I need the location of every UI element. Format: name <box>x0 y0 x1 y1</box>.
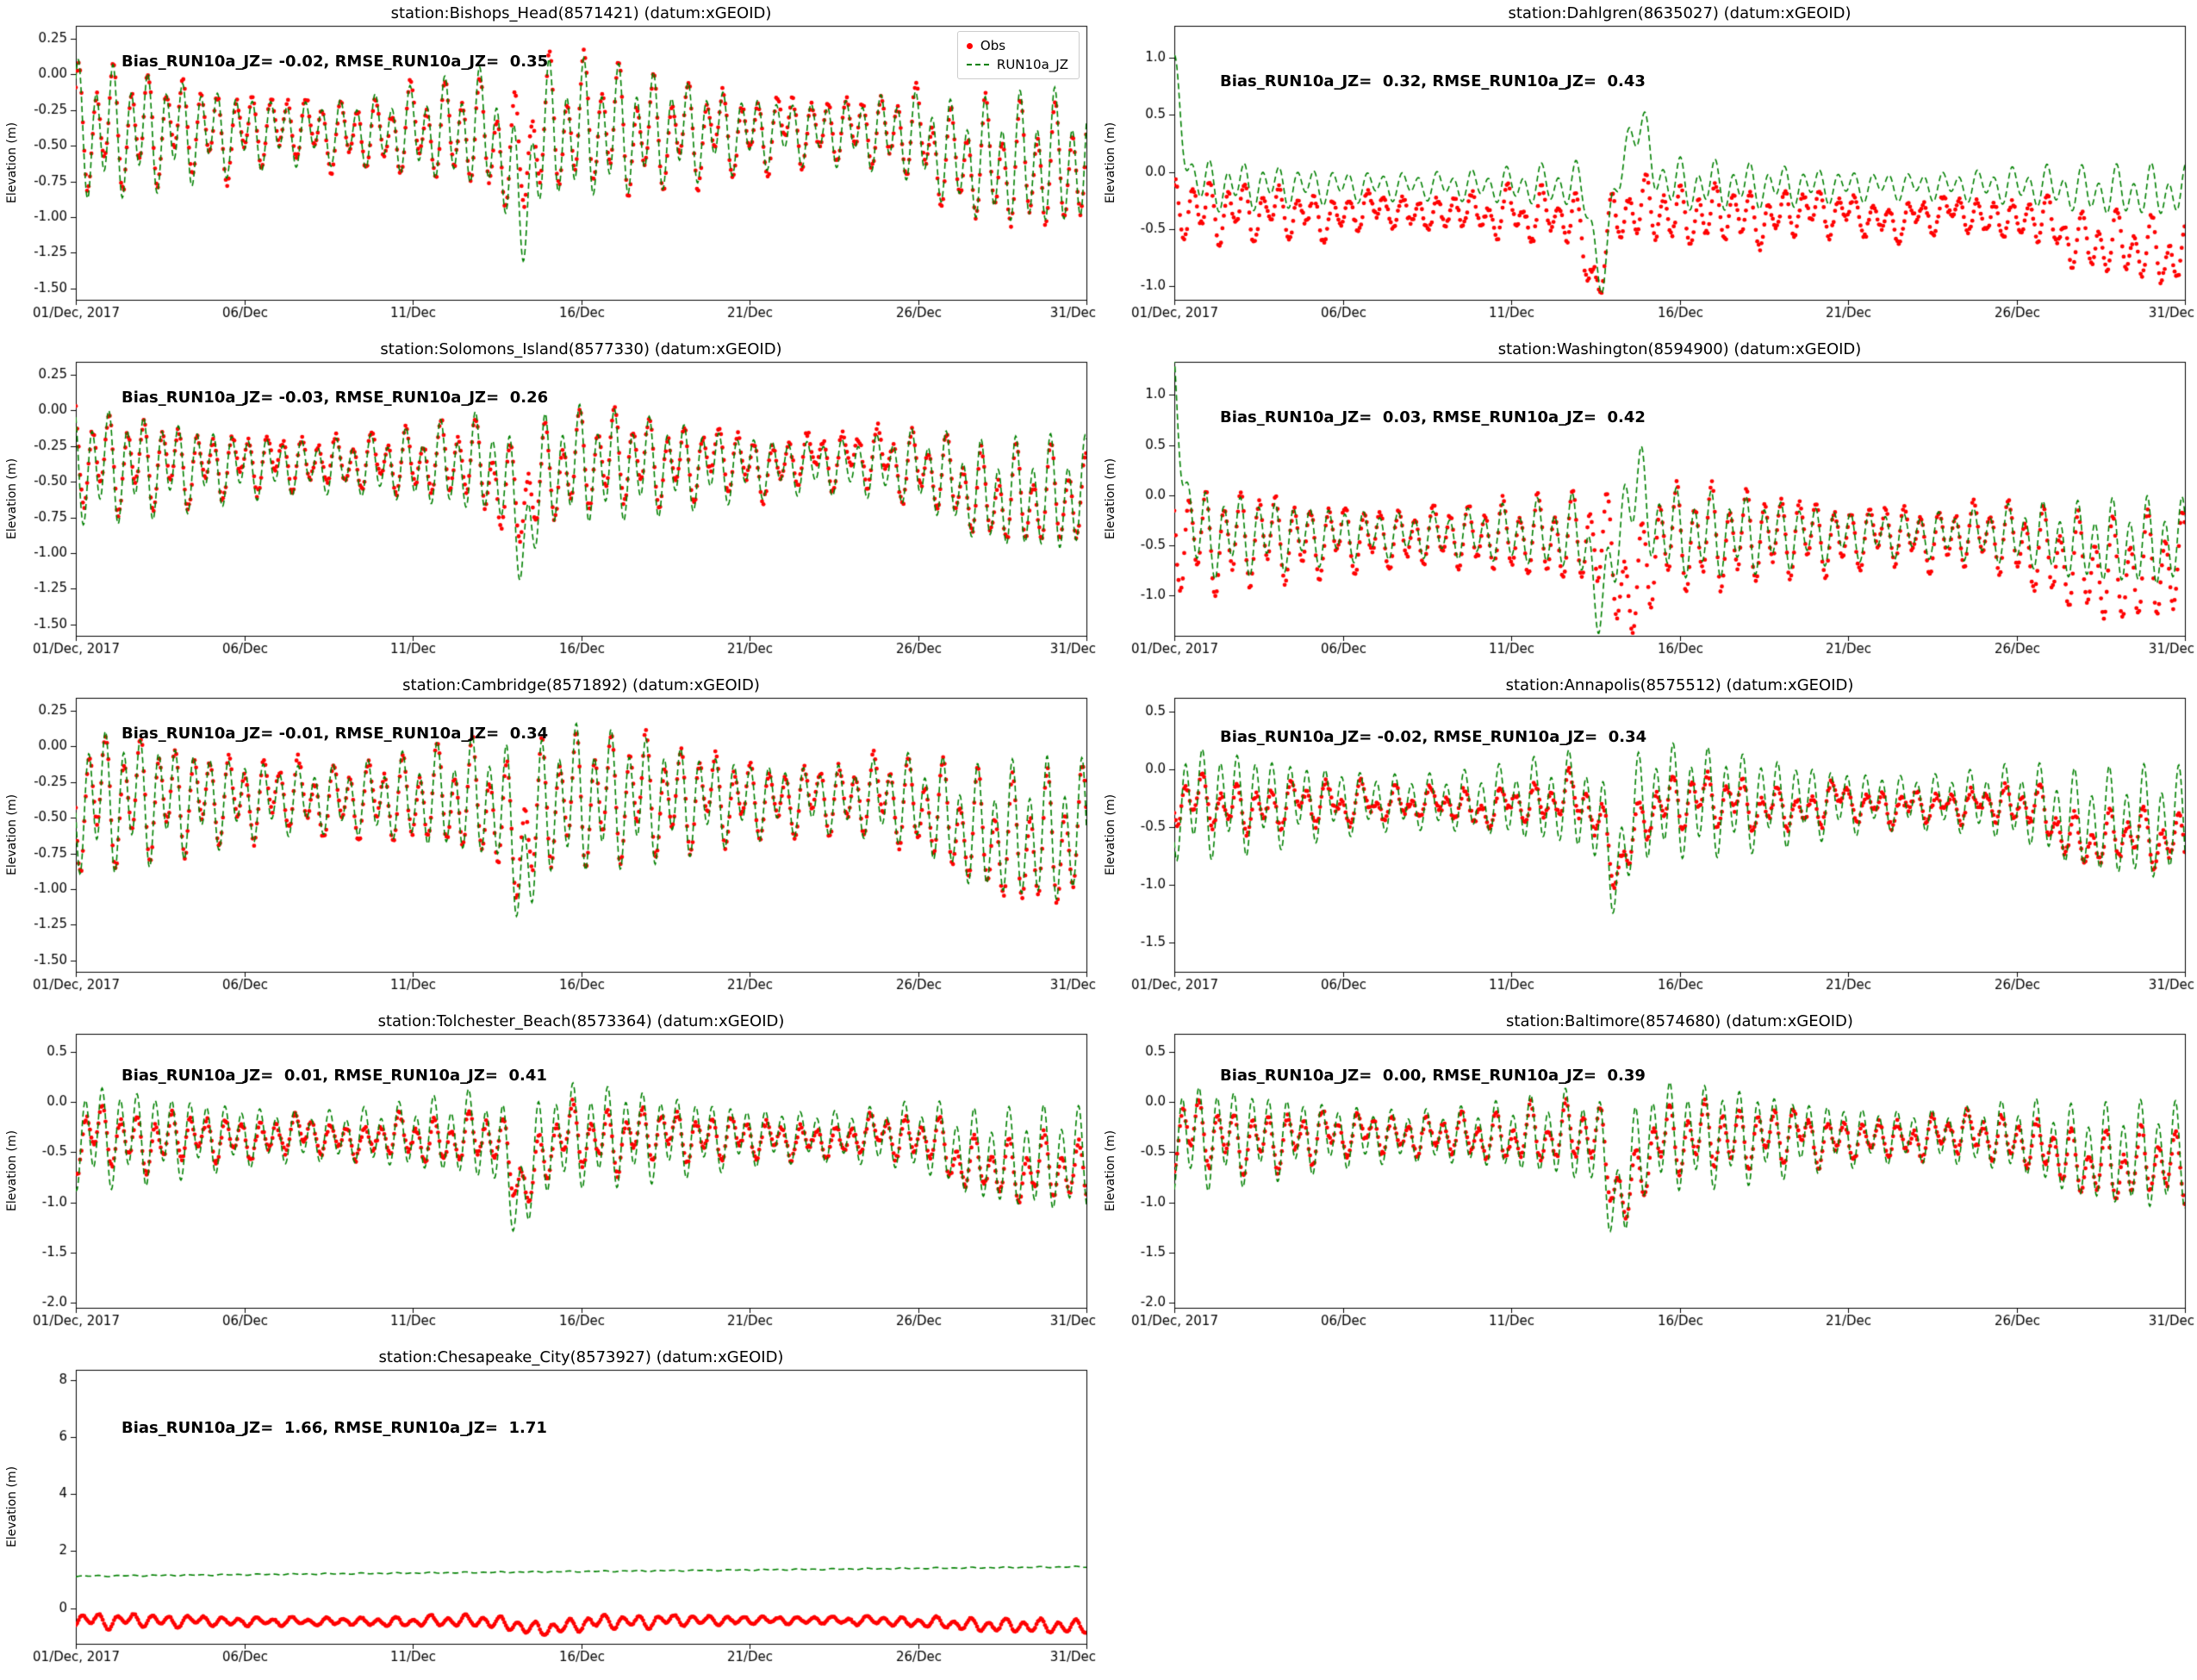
y-axis-label: Elevation (m) <box>5 793 19 876</box>
y-axis-label: Elevation (m) <box>1104 793 1117 876</box>
plot-canvas <box>0 672 1098 1008</box>
plot-canvas <box>0 0 1098 336</box>
plot-canvas <box>0 336 1098 672</box>
plot-canvas <box>1098 1008 2197 1344</box>
bias-rmse-annotation: Bias_RUN10a_JZ= -0.01, RMSE_RUN10a_JZ= 0… <box>121 725 549 743</box>
y-axis-label: Elevation (m) <box>5 1465 19 1548</box>
legend: Obs RUN10a_JZ <box>956 31 1080 79</box>
panel-title: station:Annapolis(8575512) (datum:xGEOID… <box>1505 676 1854 694</box>
y-axis-label: Elevation (m) <box>1104 457 1117 540</box>
bias-rmse-annotation: Bias_RUN10a_JZ= 0.01, RMSE_RUN10a_JZ= 0.… <box>121 1067 547 1085</box>
panel-title: station:Washington(8594900) (datum:xGEOI… <box>1497 340 1862 358</box>
panel-title: station:Chesapeake_City(8573927) (datum:… <box>378 1348 784 1366</box>
panel-bishops-head: station:Bishops_Head(8571421) (datum:xGE… <box>0 0 1098 336</box>
panel-title: station:Tolchester_Beach(8573364) (datum… <box>377 1012 785 1030</box>
plot-canvas <box>0 1344 1098 1680</box>
panel-title: station:Baltimore(8574680) (datum:xGEOID… <box>1506 1012 1853 1030</box>
panel-title: station:Dahlgren(8635027) (datum:xGEOID) <box>1508 4 1852 22</box>
panel-annapolis: station:Annapolis(8575512) (datum:xGEOID… <box>1098 672 2197 1008</box>
panel-cambridge: station:Cambridge(8571892) (datum:xGEOID… <box>0 672 1098 1008</box>
panel-washington: station:Washington(8594900) (datum:xGEOI… <box>1098 336 2197 672</box>
panel-solomons-island: station:Solomons_Island(8577330) (datum:… <box>0 336 1098 672</box>
panel-title: station:Bishops_Head(8571421) (datum:xGE… <box>390 4 772 22</box>
plot-canvas <box>1098 672 2197 1008</box>
bias-rmse-annotation: Bias_RUN10a_JZ= 0.03, RMSE_RUN10a_JZ= 0.… <box>1220 408 1646 426</box>
panel-baltimore: station:Baltimore(8574680) (datum:xGEOID… <box>1098 1008 2197 1344</box>
panel-title: station:Cambridge(8571892) (datum:xGEOID… <box>402 676 760 694</box>
y-axis-label: Elevation (m) <box>1104 1129 1117 1212</box>
panel-title: station:Solomons_Island(8577330) (datum:… <box>380 340 782 358</box>
bias-rmse-annotation: Bias_RUN10a_JZ= -0.02, RMSE_RUN10a_JZ= 0… <box>121 53 549 71</box>
plot-canvas <box>1098 336 2197 672</box>
y-axis-label: Elevation (m) <box>5 121 19 204</box>
bias-rmse-annotation: Bias_RUN10a_JZ= -0.03, RMSE_RUN10a_JZ= 0… <box>121 389 549 407</box>
bias-rmse-annotation: Bias_RUN10a_JZ= -0.02, RMSE_RUN10a_JZ= 0… <box>1220 728 1647 746</box>
legend-row-run: RUN10a_JZ <box>966 55 1068 74</box>
panel-chesapeake-city: station:Chesapeake_City(8573927) (datum:… <box>0 1344 1098 1680</box>
y-axis-label: Elevation (m) <box>1104 121 1117 204</box>
y-axis-label: Elevation (m) <box>5 457 19 540</box>
plot-canvas <box>1098 0 2197 336</box>
obs-marker-icon <box>966 42 973 49</box>
legend-label-run: RUN10a_JZ <box>996 57 1068 72</box>
y-axis-label: Elevation (m) <box>5 1129 19 1212</box>
bias-rmse-annotation: Bias_RUN10a_JZ= 0.32, RMSE_RUN10a_JZ= 0.… <box>1220 72 1646 90</box>
legend-row-obs: Obs <box>966 36 1068 55</box>
panel-tolchester-beach: station:Tolchester_Beach(8573364) (datum… <box>0 1008 1098 1344</box>
plot-canvas <box>0 1008 1098 1344</box>
bias-rmse-annotation: Bias_RUN10a_JZ= 1.66, RMSE_RUN10a_JZ= 1.… <box>121 1419 547 1437</box>
panel-dahlgren: station:Dahlgren(8635027) (datum:xGEOID)… <box>1098 0 2197 336</box>
legend-label-obs: Obs <box>980 38 1006 53</box>
run-line-icon <box>966 64 989 65</box>
bias-rmse-annotation: Bias_RUN10a_JZ= 0.00, RMSE_RUN10a_JZ= 0.… <box>1220 1067 1646 1085</box>
